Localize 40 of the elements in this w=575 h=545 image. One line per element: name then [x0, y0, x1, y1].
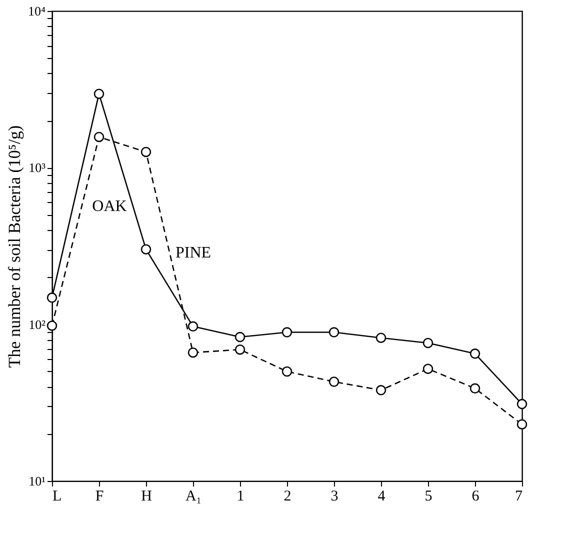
- point: [234, 344, 246, 355]
- x-tick-label: H: [141, 488, 152, 504]
- point: [422, 338, 434, 348]
- x-tick-label: 2: [284, 488, 292, 504]
- point: [328, 327, 340, 338]
- point: [140, 146, 152, 158]
- x-tick-label: 4: [378, 488, 386, 504]
- point: [282, 366, 292, 377]
- x-tick-label: L: [52, 488, 62, 504]
- point: [328, 376, 340, 387]
- point: [516, 419, 528, 430]
- series-label: PINE: [176, 244, 212, 262]
- point: [470, 348, 480, 359]
- x-tick-label: F: [95, 488, 104, 504]
- y-axis-title: The number of soil Bacteria (10⁵/g): [4, 125, 24, 368]
- y-tick-label: 10²: [28, 316, 46, 332]
- x-tick-label: 5: [424, 488, 432, 504]
- point: [94, 132, 104, 142]
- x-tick-label: 1: [236, 488, 244, 504]
- y-tick-label: 10⁴: [28, 4, 46, 18]
- point: [46, 320, 58, 331]
- point: [376, 385, 386, 396]
- x-tick-label: 7: [515, 488, 523, 504]
- x-tick-label: 6: [472, 488, 480, 504]
- point: [188, 321, 198, 332]
- y-tick-label: 10³: [28, 160, 46, 176]
- point: [46, 292, 58, 303]
- point: [140, 244, 152, 254]
- x-tick-label: A₁: [185, 488, 202, 504]
- point: [234, 332, 246, 342]
- y-tick-label: 10¹: [28, 474, 46, 488]
- point: [94, 88, 104, 99]
- point: [516, 398, 528, 410]
- point: [470, 383, 480, 394]
- x-tick-label: 3: [330, 488, 338, 504]
- point: [282, 327, 292, 338]
- point: [422, 364, 434, 374]
- point: [376, 332, 386, 343]
- point: [188, 347, 198, 358]
- series-label: OAK: [92, 198, 128, 215]
